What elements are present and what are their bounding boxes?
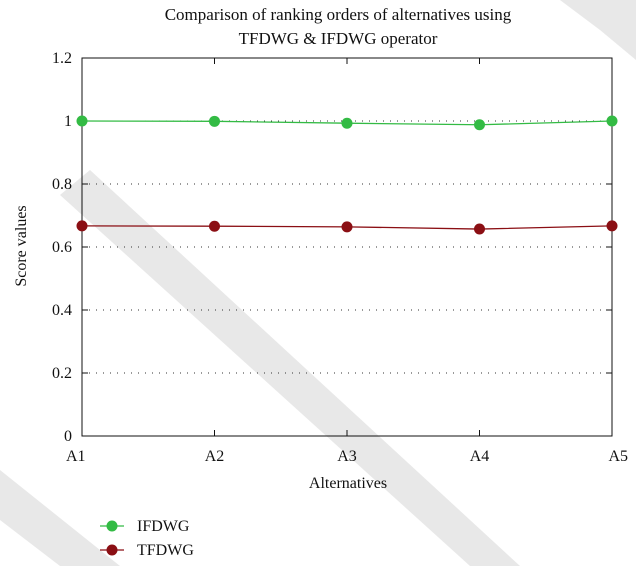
- watermark-band-right: [560, 0, 636, 60]
- x-axis-label: Alternatives: [309, 475, 387, 492]
- legend-label-ifdwg: IFDWG: [137, 518, 190, 535]
- y-tick-label: 0.8: [52, 176, 72, 193]
- data-point-ifdwg: [606, 115, 618, 127]
- legend-marker-tfdwg: [106, 544, 118, 556]
- legend-marker-ifdwg: [106, 520, 118, 532]
- grid-lines: [82, 120, 612, 374]
- x-tick-label: A2: [205, 448, 225, 465]
- x-tick-label: A4: [470, 448, 490, 465]
- data-point-ifdwg: [341, 117, 353, 129]
- data-point-ifdwg: [474, 119, 485, 131]
- y-axis-label: Score values: [13, 205, 30, 286]
- chart-title-line-1: Comparison of ranking orders of alternat…: [165, 5, 512, 24]
- legend-label-tfdwg: TFDWG: [137, 542, 194, 559]
- y-tick-label: 1: [64, 113, 72, 130]
- watermark-band-left: [0, 470, 120, 566]
- watermark-band-center: [60, 170, 520, 566]
- y-tick-label: 0.4: [52, 302, 72, 319]
- data-point-ifdwg: [209, 115, 220, 127]
- tick-labels: 0 0.2 0.4 0.6 0.8 1 1.2 A1 A2 A3 A4 A5: [52, 50, 628, 465]
- data-point-tfdwg: [341, 221, 353, 233]
- y-tick-label: 1.2: [52, 50, 72, 67]
- x-tick-label: A1: [66, 448, 86, 465]
- data-point-tfdwg: [606, 220, 618, 232]
- y-tick-label: 0: [64, 428, 72, 445]
- legend: IFDWG TFDWG: [100, 518, 194, 559]
- data-point-tfdwg: [76, 220, 88, 232]
- y-tick-label: 0.2: [52, 365, 72, 382]
- x-tick-label: A5: [608, 448, 628, 465]
- x-tick-label: A3: [337, 448, 357, 465]
- series-lines: [76, 115, 618, 235]
- data-point-tfdwg: [209, 220, 220, 232]
- data-point-tfdwg: [474, 223, 485, 235]
- data-point-ifdwg: [76, 115, 88, 127]
- y-tick-label: 0.6: [52, 239, 72, 256]
- chart-title-line-2: TFDWG & IFDWG operator: [239, 29, 438, 48]
